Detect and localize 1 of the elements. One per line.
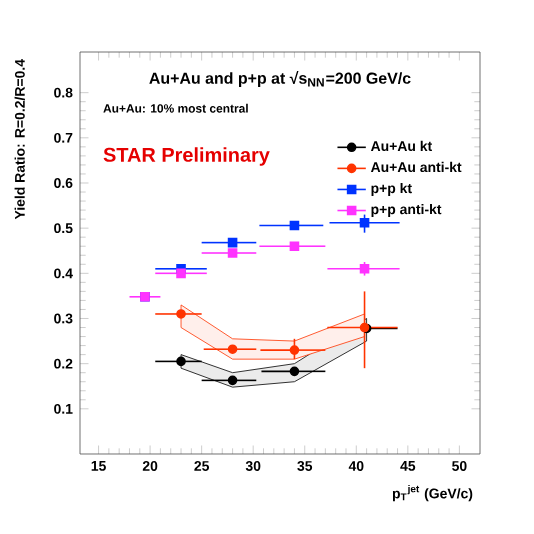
annotation: STAR Preliminary [103, 147, 270, 166]
